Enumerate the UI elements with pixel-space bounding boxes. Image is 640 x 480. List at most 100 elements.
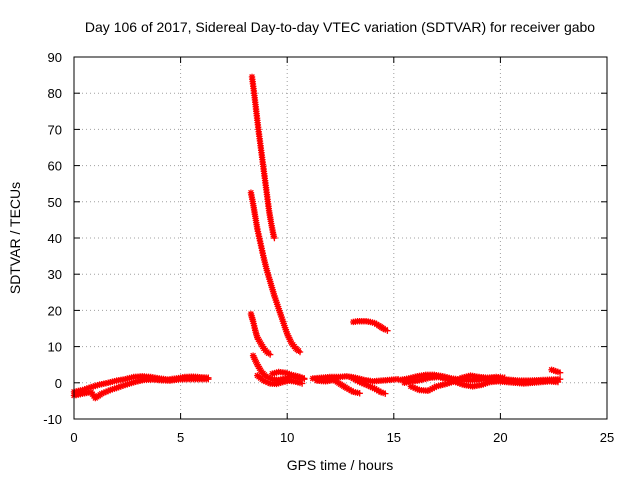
data-point [301, 375, 308, 382]
data-point [356, 378, 363, 386]
data-point [284, 370, 291, 377]
data-point [382, 326, 389, 333]
data-point [411, 385, 419, 392]
data-point [253, 359, 260, 367]
data-point [284, 330, 291, 338]
data-point [431, 384, 438, 391]
x-tick-label: 5 [177, 430, 184, 445]
data-point [501, 374, 508, 381]
data-point [265, 350, 272, 357]
data-point [121, 381, 129, 389]
y-tick-label: 0 [55, 376, 62, 391]
data-point [281, 322, 288, 329]
data-point [554, 368, 562, 376]
data-point [279, 315, 286, 323]
data-point [296, 348, 304, 356]
data-point [280, 320, 287, 327]
x-tick-label: 0 [70, 430, 77, 445]
data-point [384, 327, 391, 334]
data-point [347, 374, 355, 381]
data-point [480, 381, 487, 388]
data-point [273, 299, 280, 306]
data-point [371, 385, 378, 392]
data-points [70, 73, 564, 402]
data-point [362, 381, 370, 388]
data-point [377, 389, 385, 396]
data-point [274, 303, 282, 310]
data-point [252, 357, 259, 365]
data-point [104, 387, 112, 395]
data-point [369, 384, 376, 391]
data-point [266, 351, 274, 358]
y-axis-label: SDTVAR / TECUs [7, 182, 23, 294]
data-point [367, 383, 374, 390]
data-point [548, 366, 555, 373]
data-point [294, 373, 302, 380]
data-point [286, 336, 293, 343]
data-point [271, 292, 278, 300]
data-point [360, 380, 368, 388]
data-point [456, 375, 464, 382]
data-point [414, 385, 421, 393]
data-point [283, 328, 290, 336]
data-point [115, 383, 122, 391]
data-point [298, 380, 306, 387]
y-tick-label: 70 [48, 122, 62, 137]
data-point [100, 389, 108, 396]
x-tick-label: 10 [280, 430, 294, 445]
data-point [379, 325, 387, 332]
data-point [295, 347, 302, 355]
data-point [298, 374, 306, 381]
data-point [428, 385, 436, 392]
data-point [382, 390, 389, 397]
data-point [119, 382, 127, 389]
data-point [250, 354, 258, 361]
data-point [424, 387, 432, 394]
data-point [458, 381, 466, 388]
data-point [276, 307, 283, 314]
data-point [272, 296, 280, 304]
data-point [347, 387, 355, 394]
data-point [409, 384, 417, 391]
x-tick-label: 15 [387, 430, 401, 445]
data-point [271, 294, 279, 302]
data-point [205, 375, 212, 383]
y-tick-label: 20 [48, 303, 62, 318]
data-point [556, 369, 564, 376]
data-point [278, 313, 285, 321]
data-point [98, 390, 105, 397]
y-tick-label: 30 [48, 267, 62, 282]
data-point [450, 378, 457, 385]
data-point [262, 373, 270, 380]
data-point [352, 376, 359, 383]
y-tick-labels: -10 0 10 20 30 40 50 60 70 80 90 [43, 50, 62, 427]
chart-title: Day 106 of 2017, Sidereal Day-to-day VTE… [85, 19, 595, 35]
data-point [282, 326, 289, 333]
y-tick-label: 80 [48, 86, 62, 101]
data-point [456, 380, 464, 387]
data-point [271, 234, 278, 242]
data-point [407, 383, 415, 390]
data-point [111, 385, 118, 392]
data-point [365, 382, 372, 389]
data-point [454, 376, 461, 383]
data-point [287, 337, 294, 345]
y-tick-label: -10 [43, 412, 62, 427]
data-point [276, 309, 284, 317]
data-point [79, 386, 86, 394]
x-tick-label: 20 [493, 430, 507, 445]
data-point [279, 318, 287, 325]
y-tick-label: 90 [48, 50, 62, 65]
x-tick-label: 25 [600, 430, 614, 445]
data-point [345, 386, 353, 393]
data-point [284, 374, 291, 381]
data-point [286, 370, 293, 378]
data-point [264, 379, 272, 386]
data-point [285, 334, 293, 341]
data-point [550, 367, 557, 374]
x-axis-label: GPS time / hours [287, 457, 394, 473]
data-point [109, 386, 116, 393]
data-point [452, 377, 459, 384]
data-point [443, 375, 451, 383]
